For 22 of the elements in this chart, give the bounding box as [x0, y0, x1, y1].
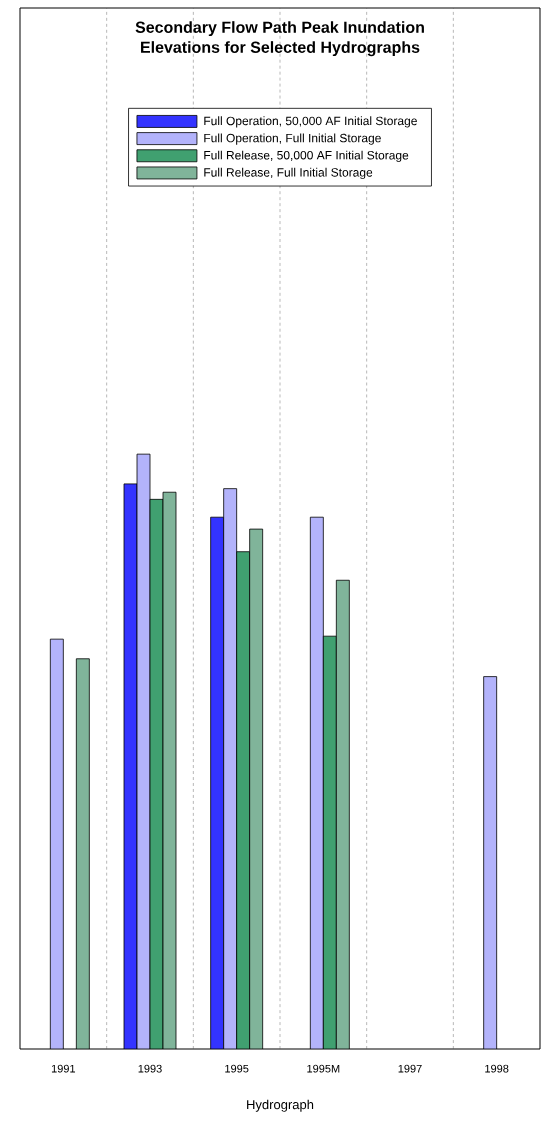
legend-label: Full Operation, 50,000 AF Initial Storage	[204, 116, 417, 128]
bar	[335, 579, 350, 1049]
legend-label: Full Release, 50,000 AF Initial Storage	[204, 150, 409, 162]
legend-label: Full Operation, Full Initial Storage	[204, 133, 381, 145]
bar	[236, 551, 251, 1049]
x-tick-label: 1998	[485, 1064, 509, 1073]
chart-title: Secondary Flow Path Peak Inundation Elevations for Selected Hydrographs	[135, 21, 424, 57]
x-tick-label: 1995M	[307, 1064, 340, 1073]
legend-label: Full Release, Full Initial Storage	[204, 167, 373, 180]
bar	[75, 658, 90, 1049]
x-tick-label: 1997	[398, 1064, 422, 1073]
x-tick-label: 1993	[138, 1064, 162, 1073]
bar	[483, 676, 498, 1049]
bar	[223, 488, 238, 1049]
bar	[322, 635, 337, 1049]
bar	[309, 516, 324, 1049]
x-tick-label: 1991	[51, 1064, 76, 1073]
x-axis-title: Hydrograph	[247, 1099, 314, 1112]
bar	[49, 638, 64, 1049]
bar	[210, 516, 225, 1049]
bar	[249, 528, 264, 1049]
x-tick-label: 1995	[225, 1064, 249, 1073]
